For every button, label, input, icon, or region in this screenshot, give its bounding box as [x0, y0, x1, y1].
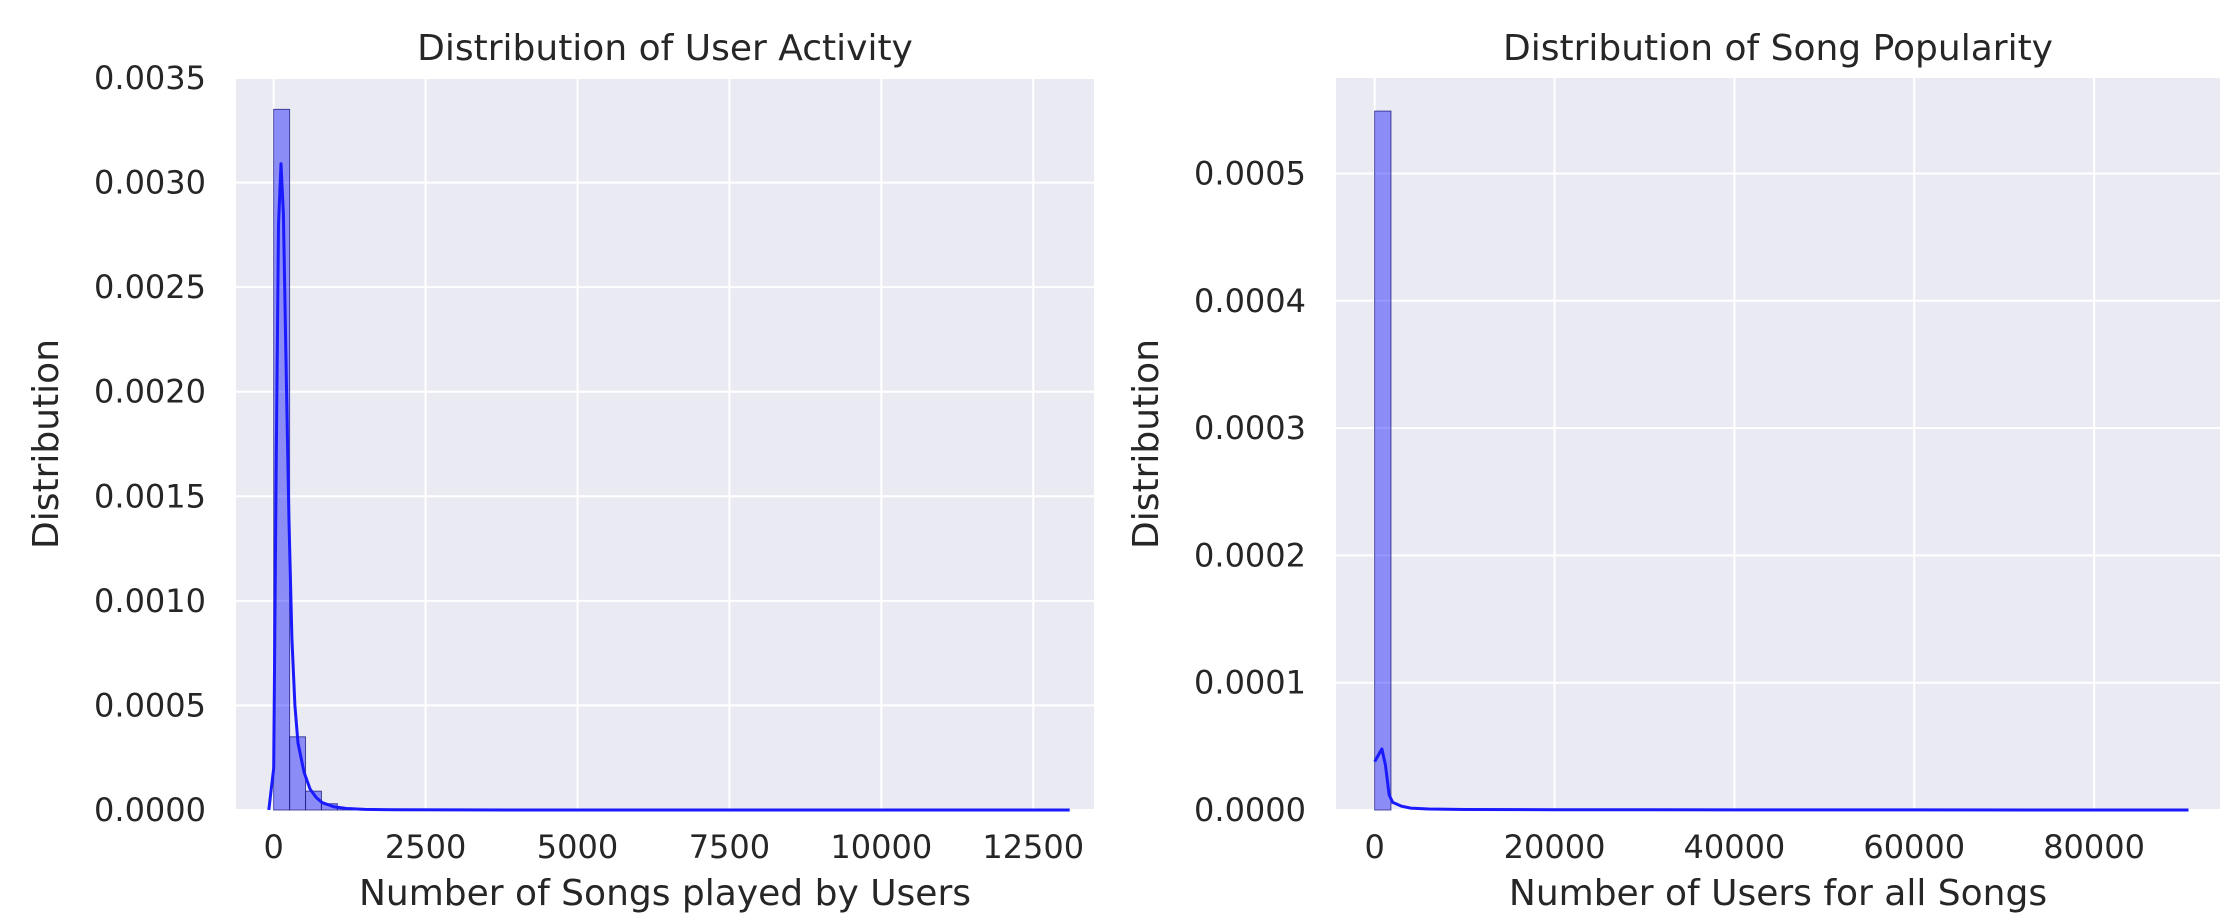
plot-background — [236, 78, 1094, 810]
x-tick-label: 60000 — [1863, 828, 1965, 866]
chart-title: Distribution of Song Popularity — [1503, 28, 2053, 69]
x-tick-label: 10000 — [830, 828, 932, 866]
y-tick-label: 0.0004 — [1194, 282, 1306, 320]
x-tick-label: 12500 — [982, 828, 1084, 866]
y-tick-label: 0.0025 — [94, 268, 206, 306]
y-tick-label: 0.0030 — [94, 164, 206, 202]
plot-background — [1336, 78, 2220, 810]
x-tick-label: 0 — [263, 828, 283, 866]
y-tick-label: 0.0003 — [1194, 409, 1306, 447]
x-tick-label: 0 — [1364, 828, 1384, 866]
chart-panel-1: 0 2500 5000 7500 10000 12500 0.0000 0.0005 0.001… — [26, 28, 1094, 914]
y-axis-label: Distribution — [1126, 339, 1167, 549]
x-tick-label: 80000 — [2043, 828, 2145, 866]
y-tick-label: 0.0005 — [1194, 154, 1306, 192]
y-axis-label: Distribution — [26, 339, 67, 549]
x-tick-label: 5000 — [537, 828, 618, 866]
y-tick-label: 0.0015 — [94, 477, 206, 515]
y-tick-label: 0.0035 — [94, 59, 206, 97]
x-axis-label: Number of Songs played by Users — [359, 873, 971, 914]
x-tick-label: 2500 — [385, 828, 466, 866]
x-tick-label: 40000 — [1683, 828, 1785, 866]
y-tick-label: 0.0010 — [94, 582, 206, 620]
y-tick-label: 0.0000 — [94, 791, 206, 829]
y-tick-label: 0.0000 — [1194, 791, 1306, 829]
histogram-bar — [1374, 110, 1392, 811]
kde-line — [267, 162, 1070, 812]
x-tick-label: 20000 — [1504, 828, 1606, 866]
kde-line — [1373, 747, 2189, 812]
y-tick-label: 0.0002 — [1194, 536, 1306, 574]
chart-panel-2: 0 20000 40000 60000 80000 0.0000 0.0001 0.0002 0… — [1126, 28, 2220, 914]
x-tick-label: 7500 — [689, 828, 770, 866]
chart-title: Distribution of User Activity — [417, 28, 913, 69]
y-tick-label: 0.0005 — [94, 686, 206, 724]
x-axis-label: Number of Users for all Songs — [1509, 873, 2047, 914]
y-tick-label: 0.0020 — [94, 373, 206, 411]
y-tick-label: 0.0001 — [1194, 664, 1306, 702]
